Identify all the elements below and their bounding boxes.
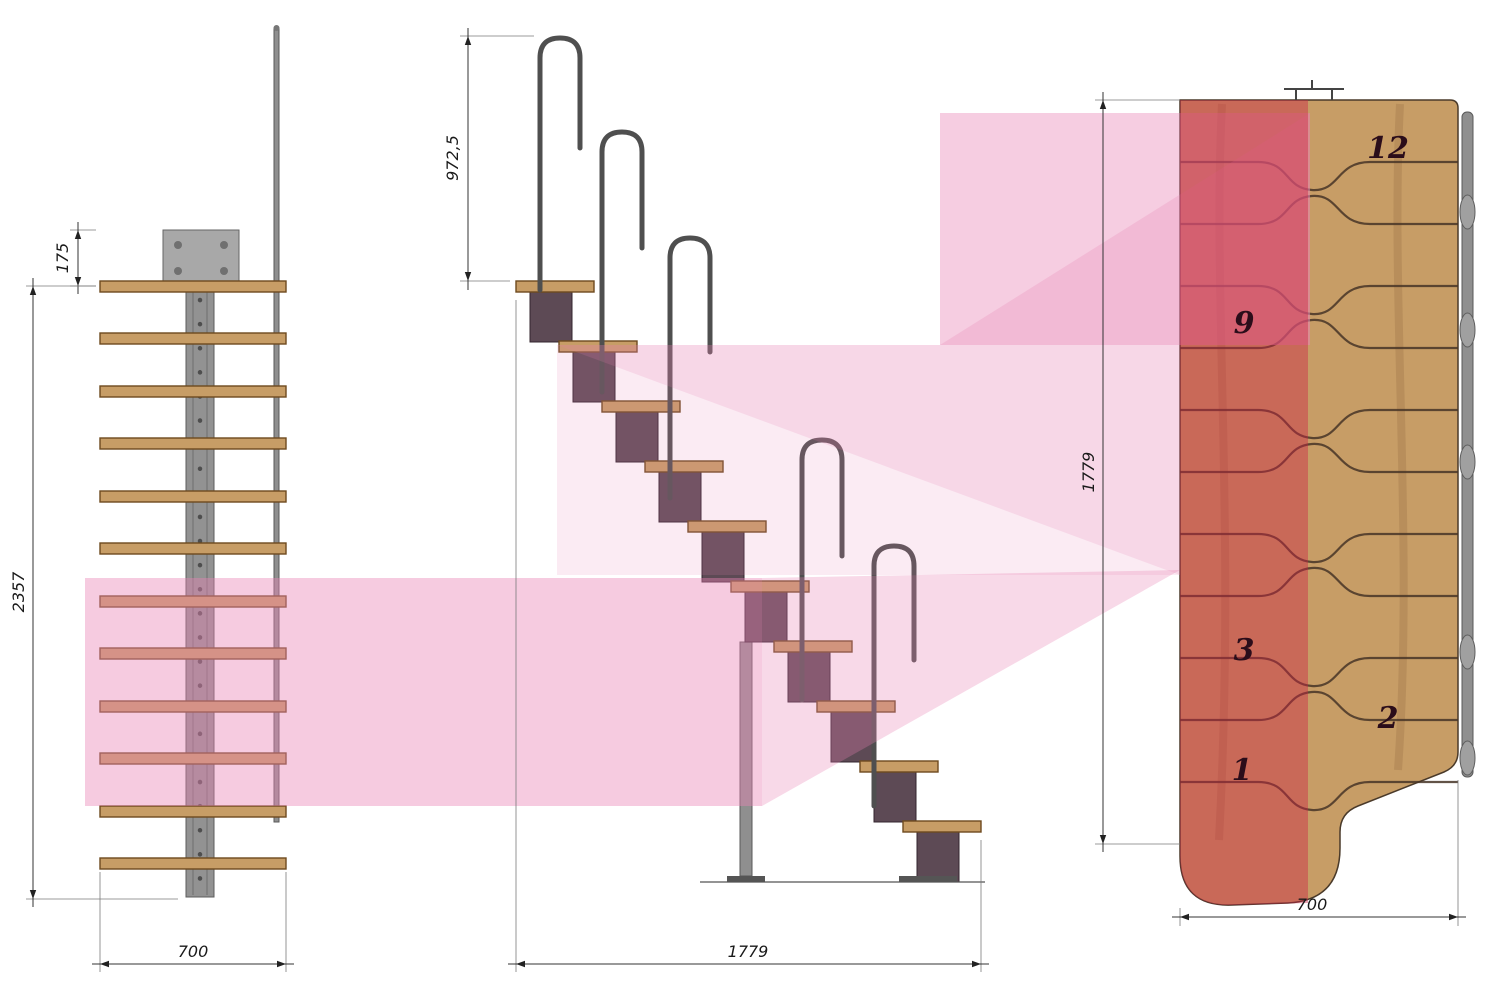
dim-run-length-1779: 1779 [508,300,989,972]
tread [601,400,681,413]
tread-divider [1180,656,1458,688]
dim-total-height-2357: 2357 [9,278,178,907]
dim-text-plan-1779: 1779 [1079,452,1098,493]
plan-panel [1179,99,1459,906]
tread-divider [1180,780,1458,812]
highlight-beam [762,570,1180,806]
tread-dividers [1180,160,1458,812]
treads-front [99,280,287,870]
dim-plan-length-1779: 1779 [1079,92,1180,852]
plan-view [1179,80,1476,906]
tread-divider [1180,160,1458,192]
highlight-beam [85,578,762,806]
wood-grain [1393,103,1408,771]
dim-front-width-700: 700 [92,872,294,972]
tread [515,280,595,293]
handrail-post-cap [273,25,280,31]
tread [816,700,896,713]
dim-plan-width-700: 700 [1172,780,1466,926]
handrail-balusters [537,35,917,809]
front-view [99,25,287,898]
stair-module [830,711,874,763]
baluster-hairpin [871,543,917,809]
highlight-overlays [85,100,1310,906]
stair-module [873,771,917,823]
wood-grain [1215,103,1230,841]
tread [687,520,767,533]
mounting-plate [162,229,240,287]
stair-module [529,291,573,343]
tread-number: 12 [1367,131,1409,166]
dim-text-front-700: 700 [178,942,209,961]
tread [99,647,287,660]
tread-divider [1180,566,1458,598]
tread-divider [1180,690,1458,722]
tread [99,700,287,713]
tread [99,752,287,765]
plan-baluster-top [1459,444,1476,480]
tread [99,542,287,555]
tread [902,820,982,833]
dim-text-175: 175 [53,243,72,274]
tread-number: 2 [1377,701,1399,736]
dim-plate-offset-175: 175 [53,222,96,294]
tread [644,460,724,473]
stair-module [916,831,960,883]
tread [773,640,853,653]
tread [99,857,287,870]
side-view [515,35,985,883]
baluster-hairpin [799,437,845,703]
tread-divider [1180,532,1458,564]
tread-divider [1180,318,1458,350]
tread [99,332,287,345]
tread-divider [1180,284,1458,316]
plan-tread-numbers: 12 9 3 2 1 [1232,131,1409,788]
baluster-hairpin [667,235,713,501]
dim-text-972: 972,5 [443,135,462,181]
highlight-beam [940,113,1310,345]
highlight-beam [557,345,1180,575]
plan-baluster-top [1459,740,1476,776]
stair-module [701,531,745,583]
plan-baluster-top [1459,634,1476,670]
red-zone-overlay [1180,100,1308,906]
tread-divider [1180,408,1458,440]
tread [730,580,810,593]
tread [99,385,287,398]
highlight-beam [940,113,1310,345]
tread [859,760,939,773]
tread [99,437,287,450]
stair-module [744,591,788,643]
tread-number: 1 [1232,753,1253,788]
tread-number: 3 [1234,633,1255,668]
stair-module [658,471,702,523]
tread-divider [1180,442,1458,474]
support-base-plate [727,876,765,882]
plan-baluster-top [1459,312,1476,348]
tread [99,805,287,818]
plan-baluster-top [1459,194,1476,230]
dim-text-2357: 2357 [9,571,28,613]
step-modules [515,280,982,883]
tread [99,595,287,608]
tread [558,340,638,353]
baluster-hairpin [599,129,645,395]
tread [99,280,287,293]
highlight-beam [557,345,1180,575]
stair-module [572,351,616,403]
top-mount-bracket [1284,80,1344,100]
end-base-plate [899,876,957,882]
dim-text-run-1779: 1779 [728,942,769,961]
tread [99,490,287,503]
tread-number: 9 [1234,306,1255,341]
tread-divider [1180,194,1458,226]
dim-rail-height-972: 972,5 [443,28,534,290]
baluster-hairpin [537,35,583,293]
plan-handrail [1459,111,1476,778]
plate-bolts [174,241,228,275]
dim-text-plan-700: 700 [1297,895,1328,914]
